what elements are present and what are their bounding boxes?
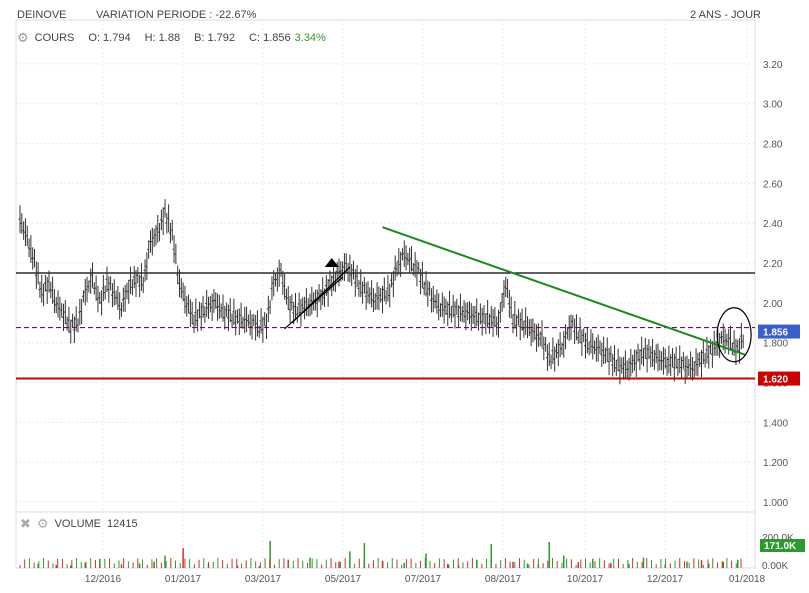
x-tick-label: 03/2017 (245, 574, 282, 585)
volume-tag: 171.0K (764, 541, 797, 552)
volume-label: VOLUME (54, 518, 102, 530)
high-value: H: 1.88 (144, 32, 181, 44)
change-value: 3.34% (294, 32, 326, 44)
open-value: O: 1.794 (88, 32, 131, 44)
x-tick-label: 01/2018 (729, 574, 766, 585)
y-tick-label: 1.400 (763, 418, 788, 429)
triangle-marker (324, 258, 339, 268)
x-tick-label: 08/2017 (485, 574, 522, 585)
price-tags: 1.856 1.620 (758, 324, 800, 386)
volume-value: 12415 (107, 518, 138, 530)
y-tick-label: 2.00 (763, 299, 783, 310)
volume-axis-bottom: 0.00K (762, 561, 788, 572)
y-tick-label: 2.60 (763, 179, 783, 190)
x-tick-label: 07/2017 (405, 574, 442, 585)
low-value: B: 1.792 (194, 32, 236, 44)
trend-line (382, 226, 746, 356)
ohlc-bar: ⚙ COURS O: 1.794 H: 1.88 B: 1.792 C: 1.8… (17, 30, 340, 46)
x-tick-label: 12/2017 (647, 574, 684, 585)
y-tick-label: 2.40 (763, 219, 783, 230)
series-label: COURS (34, 32, 75, 44)
x-tick-label: 01/2017 (165, 574, 202, 585)
volume-axis-top: 200.0K (762, 533, 794, 544)
price-tag-label: 1.620 (763, 375, 788, 386)
level-lines (16, 272, 755, 380)
trend-line (291, 266, 351, 324)
grid (16, 20, 755, 568)
y-tick-label: 1.800 (763, 339, 788, 350)
y-tick-label: 1.200 (763, 458, 788, 469)
x-tick-label: 12/2016 (85, 574, 122, 585)
period-selector[interactable]: 2 ANS - JOUR (690, 9, 761, 21)
volume-header: ✖ ⚙ VOLUME 12415 (20, 516, 144, 532)
variation-period: VARIATION PERIODE : -22.67% (96, 9, 257, 21)
gear-icon[interactable]: ⚙ (17, 30, 29, 45)
volume-tag-box (760, 539, 805, 552)
price-series (18, 199, 744, 385)
price-tag-box (758, 324, 800, 339)
gear-icon[interactable]: ⚙ (36, 516, 49, 531)
circle-marker (716, 307, 752, 363)
volume-bars (19, 540, 742, 568)
y-tick-label: 3.00 (763, 100, 783, 111)
annotations (284, 226, 752, 363)
price-tag-label: 1.856 (763, 328, 788, 339)
y-tick-label: 3.20 (763, 60, 783, 71)
y-tick-label: 2.20 (763, 259, 783, 270)
x-tick-label: 05/2017 (325, 574, 362, 585)
price-frame (15, 19, 756, 513)
y-axis: 3.203.002.802.602.402.202.001.8001.6001.… (763, 60, 788, 509)
chart-title: DEINOVE (17, 9, 67, 21)
close-value: C: 1.856 (249, 32, 291, 44)
y-tick-label: 2.80 (763, 140, 783, 151)
volume-frame (15, 511, 756, 569)
x-axis: 12/2016 01/2017 03/2017 05/2017 07/2017 08/20… (85, 574, 766, 585)
plot-frame (15, 19, 756, 569)
y-tick-label: 1.000 (763, 498, 788, 509)
price-tag-box (758, 371, 800, 386)
close-icon[interactable]: ✖ (20, 516, 31, 531)
x-tick-label: 10/2017 (567, 574, 604, 585)
